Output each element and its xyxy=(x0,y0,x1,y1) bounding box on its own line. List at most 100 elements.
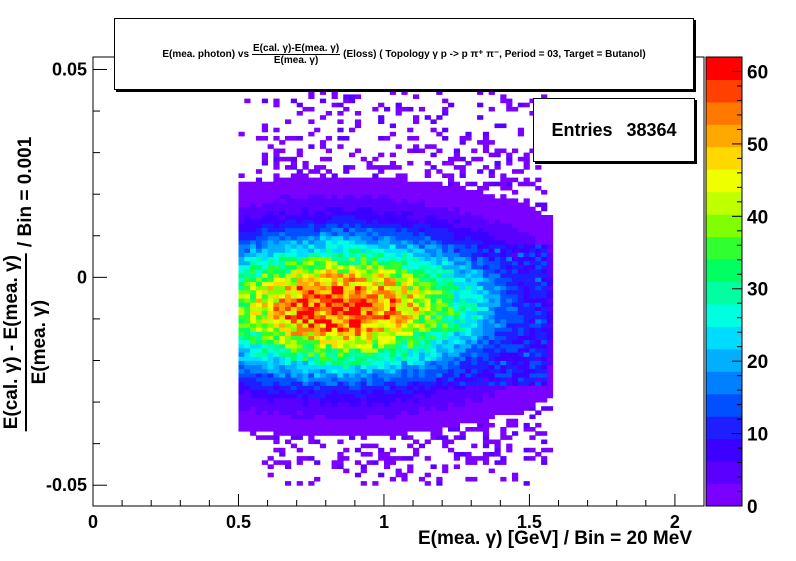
heatmap-cell xyxy=(314,248,321,253)
heatmap-cell xyxy=(337,298,344,303)
heatmap-cell xyxy=(273,231,280,237)
heatmap-cell xyxy=(285,256,292,262)
heatmap-cell xyxy=(290,397,297,403)
heatmap-cell xyxy=(395,397,402,403)
heatmap-cell xyxy=(308,431,315,436)
heatmap-cell xyxy=(488,227,495,233)
heatmap-cell xyxy=(459,368,466,374)
heatmap-cell xyxy=(389,281,396,287)
heatmap-cell xyxy=(337,439,344,445)
heatmap-cell xyxy=(512,294,519,299)
heatmap-cell xyxy=(285,227,292,233)
heatmap-cell xyxy=(436,190,443,195)
heatmap-cell xyxy=(255,435,263,440)
heatmap-cell xyxy=(267,235,274,241)
heatmap-cell xyxy=(372,289,379,295)
heatmap-cell xyxy=(395,418,402,424)
heatmap-cell xyxy=(273,248,280,253)
heatmap-cell xyxy=(517,181,524,187)
heatmap-cell xyxy=(535,202,542,208)
y-label-suffix: / Bin = 0.001 xyxy=(15,136,36,248)
heatmap-cell xyxy=(424,298,431,303)
heatmap-cell xyxy=(255,223,263,228)
heatmap-cell xyxy=(244,381,251,386)
heatmap-cell xyxy=(384,260,391,266)
heatmap-cell xyxy=(378,327,385,332)
heatmap-cell xyxy=(494,123,501,129)
heatmap-cell xyxy=(273,373,280,378)
heatmap-cell xyxy=(296,373,303,378)
heatmap-cell xyxy=(407,256,414,262)
heatmap-cell xyxy=(354,235,362,241)
heatmap-cell xyxy=(395,219,402,224)
heatmap-cell xyxy=(325,389,332,395)
heatmap-cell xyxy=(314,177,321,183)
heatmap-cell xyxy=(325,352,332,357)
heatmap-cell xyxy=(255,289,263,295)
heatmap-cell xyxy=(465,273,472,278)
heatmap-cell xyxy=(296,136,303,141)
heatmap-cell xyxy=(290,414,297,420)
heatmap-cell xyxy=(325,273,332,278)
heatmap-cell xyxy=(465,323,472,328)
heatmap-cell xyxy=(401,289,408,295)
heatmap-cell xyxy=(459,381,466,386)
heatmap-cell xyxy=(418,418,426,424)
heatmap-cell xyxy=(517,227,524,233)
heatmap-cell xyxy=(442,410,449,415)
heatmap-cell xyxy=(482,194,490,199)
heatmap-cell xyxy=(273,252,280,257)
heatmap-cell xyxy=(331,464,338,469)
heatmap-cell xyxy=(430,402,437,407)
heatmap-cell xyxy=(430,385,437,390)
heatmap-cell xyxy=(343,306,350,311)
heatmap-cell xyxy=(296,260,303,266)
heatmap-cell xyxy=(366,281,373,287)
heatmap-cell xyxy=(512,239,519,245)
heatmap-cell xyxy=(517,318,524,324)
heatmap-cell xyxy=(459,452,466,457)
heatmap-cell xyxy=(453,185,460,191)
heatmap-cell xyxy=(500,352,507,357)
heatmap-cell xyxy=(319,414,327,420)
heatmap-cell xyxy=(255,406,263,411)
heatmap-cell xyxy=(349,239,356,245)
heatmap-cell xyxy=(506,352,513,357)
heatmap-cell xyxy=(413,256,420,262)
heatmap-cell xyxy=(319,285,327,291)
heatmap-cell xyxy=(296,273,303,278)
heatmap-cell xyxy=(413,219,420,224)
heatmap-cell xyxy=(290,343,297,349)
heatmap-cell xyxy=(267,323,274,328)
heatmap-cell xyxy=(459,256,466,262)
heatmap-cell xyxy=(331,368,338,374)
heatmap-cell xyxy=(360,377,367,382)
heatmap-cell xyxy=(244,414,251,420)
heatmap-cell xyxy=(354,364,362,370)
heatmap-cell xyxy=(523,156,530,162)
heatmap-cell xyxy=(343,177,350,183)
heatmap-cell xyxy=(424,239,431,245)
heatmap-cell xyxy=(296,269,303,274)
heatmap-cell xyxy=(296,194,303,199)
heatmap-cell xyxy=(471,476,478,482)
heatmap-cell xyxy=(529,244,536,249)
heatmap-cell xyxy=(465,227,472,233)
heatmap-cell xyxy=(308,169,315,174)
heatmap-cell xyxy=(488,368,495,374)
heatmap-cell xyxy=(354,264,362,270)
heatmap-cell xyxy=(279,202,286,208)
heatmap-cell xyxy=(331,194,338,199)
heatmap-cell xyxy=(436,476,443,482)
heatmap-cell xyxy=(261,310,268,316)
heatmap-cell xyxy=(302,298,309,303)
heatmap-cell xyxy=(401,373,408,378)
heatmap-cell xyxy=(541,306,548,311)
heatmap-cell xyxy=(325,111,332,116)
heatmap-cell xyxy=(401,190,408,195)
heatmap-cell xyxy=(506,406,513,411)
heatmap-cell xyxy=(389,435,396,440)
colorbar-segment xyxy=(706,124,742,148)
heatmap-cell xyxy=(273,148,280,154)
heatmap-cell xyxy=(546,269,554,274)
